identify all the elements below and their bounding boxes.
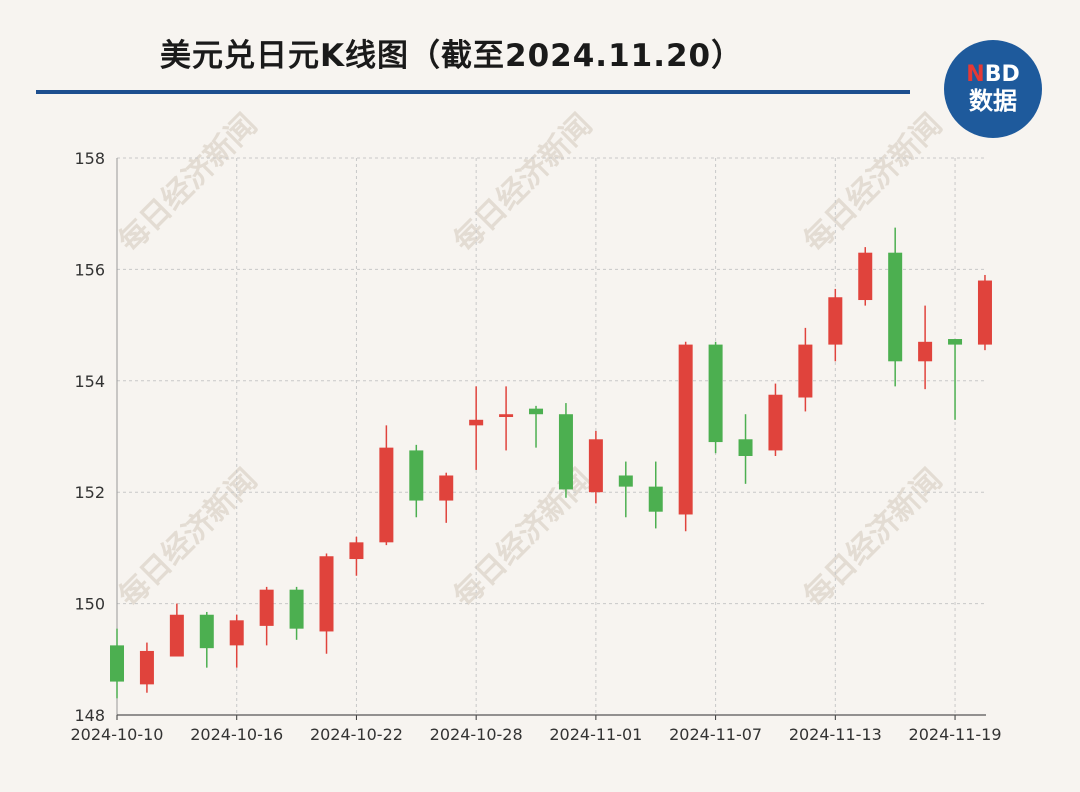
candle [918, 305, 933, 390]
watermark-text: 每日经济新闻 [797, 107, 949, 259]
axes-layer: 148 150 152 154 156 158 2024-10-10 2024-10-16 20… [71, 149, 1002, 744]
logo-data-text: 数据 [969, 87, 1017, 115]
title-underline [36, 90, 910, 94]
x-tick-label: 2024-11-01 [549, 725, 642, 744]
candle [948, 339, 963, 420]
candle-body [948, 339, 963, 345]
y-tick-label: 154 [74, 372, 105, 391]
candle [529, 405, 544, 448]
watermark-text: 每日经济新闻 [112, 107, 264, 259]
candle [409, 444, 424, 518]
candle [110, 628, 124, 699]
candle [798, 327, 813, 412]
y-tick-label: 156 [74, 260, 105, 279]
candles-layer [110, 227, 992, 699]
candle-body [319, 556, 334, 632]
candle [558, 403, 573, 498]
logo-nbd-text: NBD [966, 63, 1019, 87]
watermark-text: 每日经济新闻 [447, 107, 599, 259]
candle [648, 461, 663, 529]
chart-title: 美元兑日元K线图（截至2024.11.20） [160, 38, 744, 74]
candle [588, 430, 603, 504]
watermark-text: 每日经济新闻 [447, 462, 599, 614]
candle-body [618, 475, 633, 487]
y-tick-label: 152 [74, 483, 105, 502]
candle [439, 472, 454, 523]
candle-body [379, 447, 394, 543]
candle-body [768, 394, 783, 451]
candle [678, 341, 693, 532]
candle [738, 414, 753, 484]
candle [618, 461, 633, 518]
nbd-data-logo: NBD 数据 [944, 40, 1042, 138]
candle [888, 227, 903, 387]
logo-bd-letters: BD [984, 62, 1020, 87]
x-tick-label: 2024-10-28 [430, 725, 523, 744]
candle [768, 383, 783, 456]
candle-body [139, 650, 154, 685]
candle-body [439, 475, 454, 501]
candle [139, 642, 154, 693]
y-tick-label: 150 [74, 595, 105, 614]
candle-body [888, 252, 903, 362]
candle-body [349, 542, 364, 560]
candle-body [169, 614, 184, 657]
x-tick-label: 2024-10-22 [310, 725, 403, 744]
x-tick-label: 2024-10-10 [71, 725, 164, 744]
candle-body [798, 344, 813, 398]
x-tick-label: 2024-11-07 [669, 725, 762, 744]
logo-n-letter: N [966, 62, 985, 87]
candle-body [678, 344, 693, 515]
candle-body [738, 439, 753, 456]
candle-body [110, 645, 124, 682]
grid-layer [117, 157, 986, 715]
candle [169, 603, 184, 657]
candle-body [648, 486, 663, 512]
candle [858, 247, 873, 306]
candle-body [289, 589, 304, 629]
candle-body [229, 620, 244, 646]
candle-body [708, 344, 723, 443]
candle [229, 614, 244, 668]
candle [199, 611, 214, 668]
candle-body [409, 450, 424, 501]
candle [349, 536, 364, 576]
candle [289, 586, 304, 640]
candle-body [199, 614, 214, 649]
candle-body [977, 280, 992, 345]
x-tick-label: 2024-11-13 [789, 725, 882, 744]
x-tick-label: 2024-10-16 [190, 725, 283, 744]
y-tick-label: 148 [74, 706, 105, 725]
candle-body [469, 419, 484, 426]
candle [499, 386, 514, 451]
candle [379, 425, 394, 546]
candle [708, 341, 723, 454]
candle-body [588, 439, 603, 493]
candle [469, 386, 484, 470]
candle-body [558, 414, 573, 490]
x-tick-label: 2024-11-19 [909, 725, 1002, 744]
candle-body [858, 252, 873, 301]
watermark-text: 每日经济新闻 [797, 462, 949, 614]
candle-body [828, 297, 843, 345]
candle-body [918, 341, 933, 362]
candle [319, 553, 334, 654]
candle [828, 288, 843, 362]
candle [259, 586, 274, 646]
candle-body [259, 589, 274, 626]
watermark-text: 每日经济新闻 [112, 462, 264, 614]
candle-body [529, 408, 544, 415]
y-tick-label: 158 [74, 149, 105, 168]
candle-body [499, 414, 514, 418]
candle [977, 274, 992, 351]
